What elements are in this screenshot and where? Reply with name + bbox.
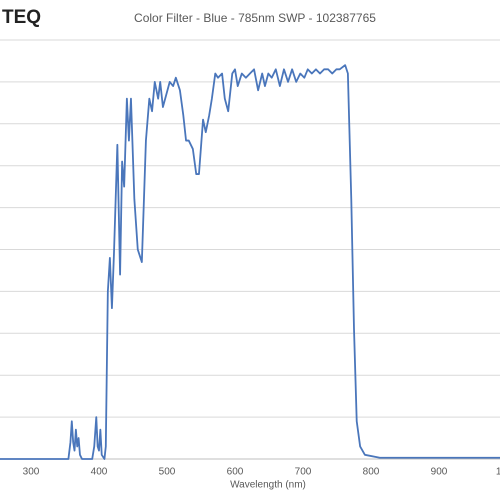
x-tick-label: 1000 bbox=[496, 467, 500, 478]
x-tick-label: 800 bbox=[363, 467, 380, 478]
x-axis-label: Wavelength (nm) bbox=[230, 480, 306, 491]
x-tick-label: 400 bbox=[91, 467, 108, 478]
x-tick-label: 500 bbox=[159, 467, 176, 478]
chart-title: Color Filter - Blue - 785nm SWP - 102387… bbox=[134, 11, 376, 25]
x-tick-label: 300 bbox=[23, 467, 40, 478]
data-line bbox=[0, 64, 500, 460]
logo: TEQ bbox=[2, 7, 41, 28]
x-tick-label: 900 bbox=[431, 467, 448, 478]
x-tick-label: 700 bbox=[295, 467, 312, 478]
x-tick-label: 600 bbox=[227, 467, 244, 478]
